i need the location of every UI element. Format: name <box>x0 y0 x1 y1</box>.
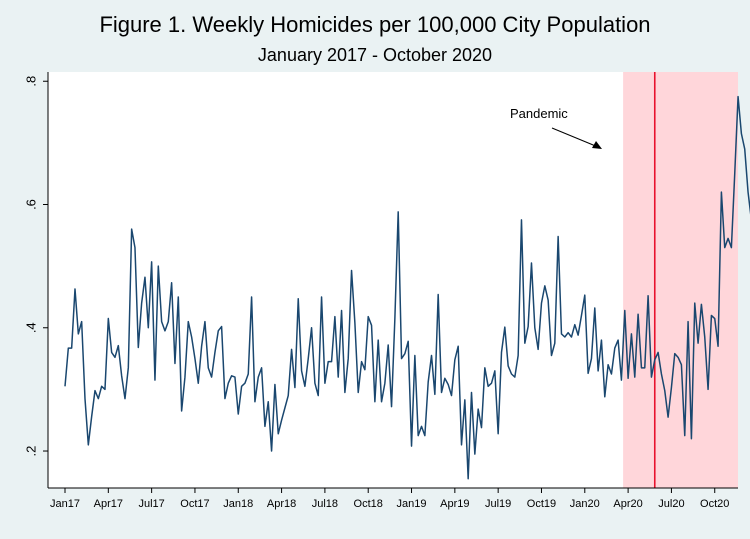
x-tick-label: Apr20 <box>613 498 642 510</box>
x-tick-label: Jul20 <box>658 498 684 510</box>
x-tick-label: Oct17 <box>180 498 209 510</box>
y-tick-label: .4 <box>23 322 38 333</box>
y-tick-label: .8 <box>23 76 38 87</box>
x-tick-label: Apr17 <box>94 498 123 510</box>
y-tick-label: .6 <box>23 199 38 210</box>
plot-background <box>48 72 738 488</box>
x-tick-label: Jul18 <box>312 498 338 510</box>
x-tick-label: Jan17 <box>50 498 80 510</box>
series-line <box>64 95 750 480</box>
x-tick-label: Jul17 <box>138 498 164 510</box>
pandemic-annotation: Pandemic <box>510 106 568 121</box>
x-tick-label: Jan18 <box>223 498 253 510</box>
x-tick-label: Oct19 <box>527 498 556 510</box>
pandemic-shaded-region <box>623 72 738 488</box>
x-tick-label: Jan20 <box>570 498 600 510</box>
chart-title: Figure 1. Weekly Homicides per 100,000 C… <box>99 12 651 37</box>
x-tick-label: Oct20 <box>700 498 729 510</box>
x-tick-label: Jul19 <box>485 498 511 510</box>
y-tick-label: .2 <box>23 446 38 457</box>
annotation-arrow-head <box>592 141 602 149</box>
annotation-arrow-line <box>551 127 599 148</box>
x-tick-label: Oct18 <box>354 498 383 510</box>
x-tick-label: Apr19 <box>440 498 469 510</box>
chart-subtitle: January 2017 - October 2020 <box>257 45 493 65</box>
x-tick-label: Jan19 <box>397 498 427 510</box>
x-tick-label: Apr18 <box>267 498 296 510</box>
